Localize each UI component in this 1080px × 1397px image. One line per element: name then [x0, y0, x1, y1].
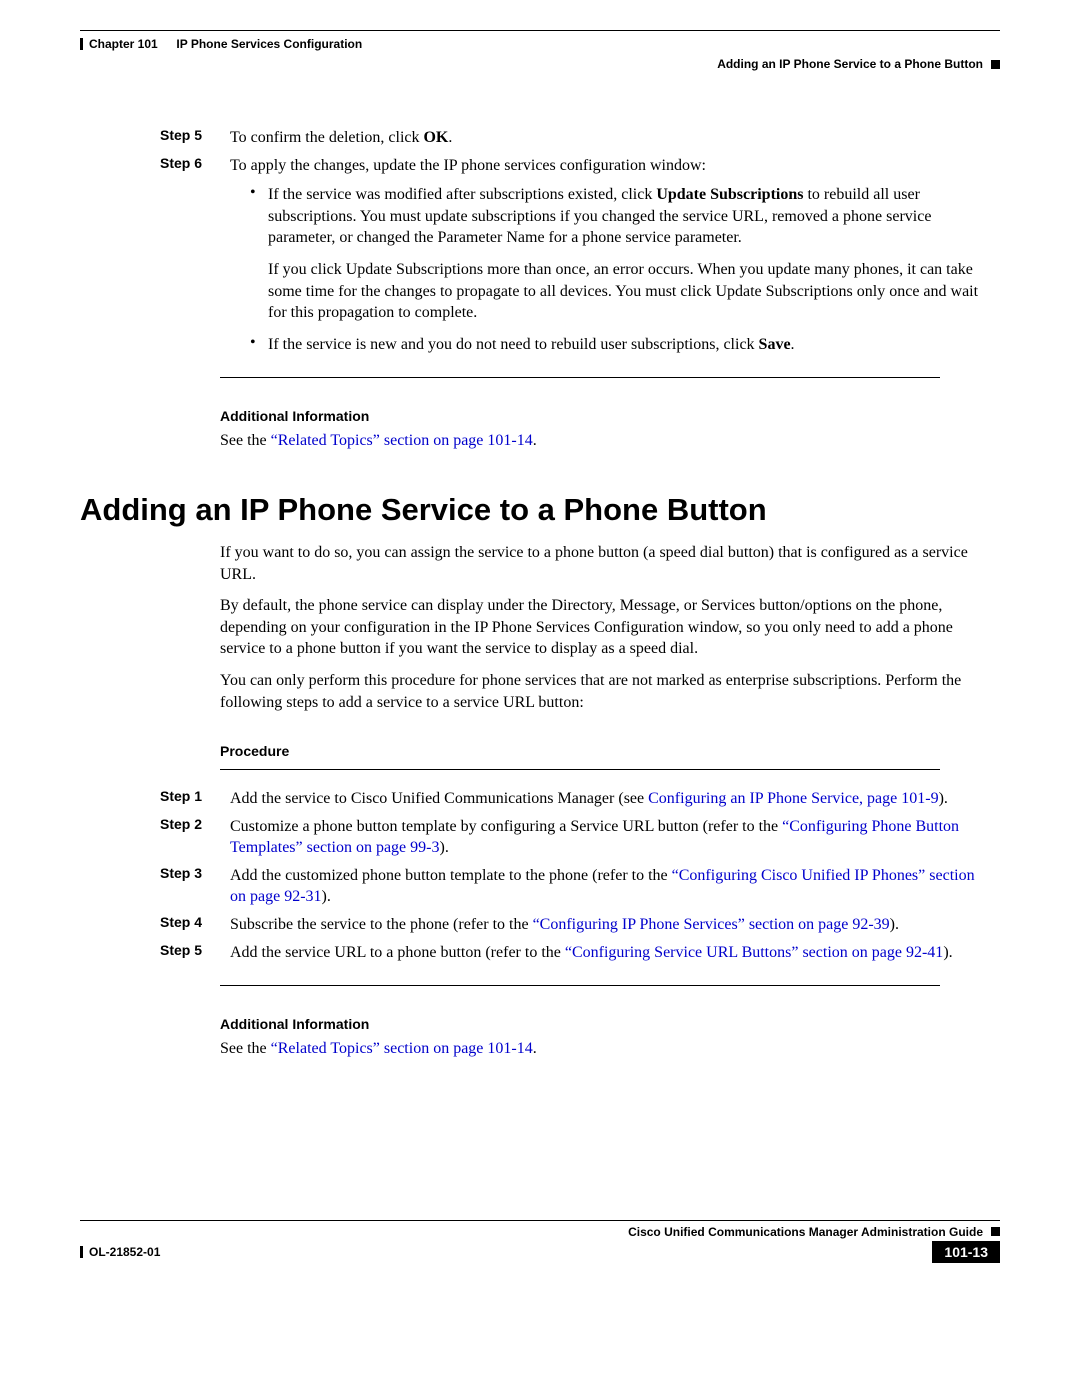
page-footer: Cisco Unified Communications Manager Adm… — [80, 1220, 1000, 1263]
step-body: Customize a phone button template by con… — [230, 816, 1000, 859]
text: . — [533, 1040, 537, 1057]
footer-bottom-row: OL-21852-01 101-13 — [80, 1241, 1000, 1263]
header-square-icon — [991, 60, 1000, 69]
footer-bar-icon — [80, 1246, 83, 1258]
text: ). — [890, 916, 899, 933]
paragraph: See the “Related Topics” section on page… — [220, 430, 980, 452]
step-body: To apply the changes, update the IP phon… — [230, 155, 1000, 177]
footer-guide-row: Cisco Unified Communications Manager Adm… — [80, 1225, 1000, 1239]
step-label: Step 3 — [160, 865, 230, 908]
cross-ref-link[interactable]: “Configuring Service URL Buttons” sectio… — [565, 944, 943, 961]
text: . — [533, 432, 537, 449]
guide-title: Cisco Unified Communications Manager Adm… — [628, 1225, 983, 1239]
paragraph: You can only perform this procedure for … — [220, 670, 980, 713]
text: Add the service to Cisco Unified Communi… — [230, 790, 648, 807]
paragraph: See the “Related Topics” section on page… — [220, 1038, 980, 1060]
text: . — [448, 129, 452, 146]
doc-id: OL-21852-01 — [89, 1245, 160, 1259]
text: Add the service URL to a phone button (r… — [230, 944, 565, 961]
cross-ref-link[interactable]: Configuring an IP Phone Service, page 10… — [648, 790, 938, 807]
paragraph: By default, the phone service can displa… — [220, 595, 980, 660]
text: . — [791, 336, 795, 353]
text: If the service was modified after subscr… — [268, 186, 656, 203]
section-title: Adding an IP Phone Service to a Phone Bu… — [717, 57, 983, 71]
step-row: Step 5 To confirm the deletion, click OK… — [80, 127, 1000, 149]
bold: OK — [423, 129, 448, 146]
paragraph: If you click Update Subscriptions more t… — [268, 259, 980, 324]
step-label: Step 4 — [160, 914, 230, 936]
header-left: Chapter 101 IP Phone Services Configurat… — [80, 37, 362, 51]
page-header: Chapter 101 IP Phone Services Configurat… — [80, 37, 1000, 51]
step-label: Step 5 — [160, 942, 230, 964]
footer-rule — [80, 1220, 1000, 1221]
header-right: Adding an IP Phone Service to a Phone Bu… — [717, 57, 1000, 71]
divider — [220, 769, 940, 770]
step-label: Step 6 — [160, 155, 230, 177]
bullet-text: If the service is new and you do not nee… — [268, 334, 980, 356]
heading-1: Adding an IP Phone Service to a Phone Bu… — [80, 492, 1000, 528]
step-row: Step 3 Add the customized phone button t… — [80, 865, 1000, 908]
text: Customize a phone button template by con… — [230, 818, 782, 835]
text: ). — [439, 839, 448, 856]
chapter-label: Chapter 101 — [89, 37, 158, 51]
header-rule — [80, 30, 1000, 31]
step-label: Step 1 — [160, 788, 230, 810]
text: If the service is new and you do not nee… — [268, 336, 759, 353]
bullet-item: • If the service was modified after subs… — [250, 184, 1000, 249]
bold: Update Subscriptions — [656, 186, 803, 203]
text: ). — [943, 944, 952, 961]
bullet-item: • If the service is new and you do not n… — [250, 334, 1000, 356]
text: ). — [939, 790, 948, 807]
step-body: Subscribe the service to the phone (refe… — [230, 914, 1000, 936]
step-body: Add the service to Cisco Unified Communi… — [230, 788, 1000, 810]
subheading: Additional Information — [220, 408, 1000, 424]
text: ). — [322, 888, 331, 905]
divider — [220, 985, 940, 986]
subheading: Procedure — [220, 743, 1000, 759]
step-row: Step 4 Subscribe the service to the phon… — [80, 914, 1000, 936]
step-row: Step 5 Add the service URL to a phone bu… — [80, 942, 1000, 964]
bullet-icon: • — [250, 334, 268, 356]
footer-square-icon — [991, 1227, 1000, 1236]
page-number: 101-13 — [932, 1241, 1000, 1263]
step-body: Add the customized phone button template… — [230, 865, 1000, 908]
step-row: Step 2 Customize a phone button template… — [80, 816, 1000, 859]
bullet-text: If the service was modified after subscr… — [268, 184, 980, 249]
divider — [220, 377, 940, 378]
cross-ref-link[interactable]: “Configuring IP Phone Services” section … — [533, 916, 890, 933]
text: Add the customized phone button template… — [230, 867, 672, 884]
header-bar-icon — [80, 38, 83, 50]
chapter-title: IP Phone Services Configuration — [176, 37, 362, 51]
subheading: Additional Information — [220, 1016, 1000, 1032]
step-body: To confirm the deletion, click OK. — [230, 127, 1000, 149]
cross-ref-link[interactable]: “Related Topics” section on page 101-14 — [271, 432, 533, 449]
page-header-sub: Adding an IP Phone Service to a Phone Bu… — [80, 57, 1000, 71]
footer-left: OL-21852-01 — [80, 1245, 160, 1259]
step-row: Step 1 Add the service to Cisco Unified … — [80, 788, 1000, 810]
text: To confirm the deletion, click — [230, 129, 423, 146]
paragraph: If you want to do so, you can assign the… — [220, 542, 980, 585]
step-row: Step 6 To apply the changes, update the … — [80, 155, 1000, 177]
text: See the — [220, 432, 271, 449]
bold: Save — [759, 336, 791, 353]
step-body: Add the service URL to a phone button (r… — [230, 942, 1000, 964]
step-label: Step 5 — [160, 127, 230, 149]
cross-ref-link[interactable]: “Related Topics” section on page 101-14 — [271, 1040, 533, 1057]
step-label: Step 2 — [160, 816, 230, 859]
text: See the — [220, 1040, 271, 1057]
text: Subscribe the service to the phone (refe… — [230, 916, 533, 933]
page: Chapter 101 IP Phone Services Configurat… — [0, 0, 1080, 1303]
bullet-icon: • — [250, 184, 268, 249]
